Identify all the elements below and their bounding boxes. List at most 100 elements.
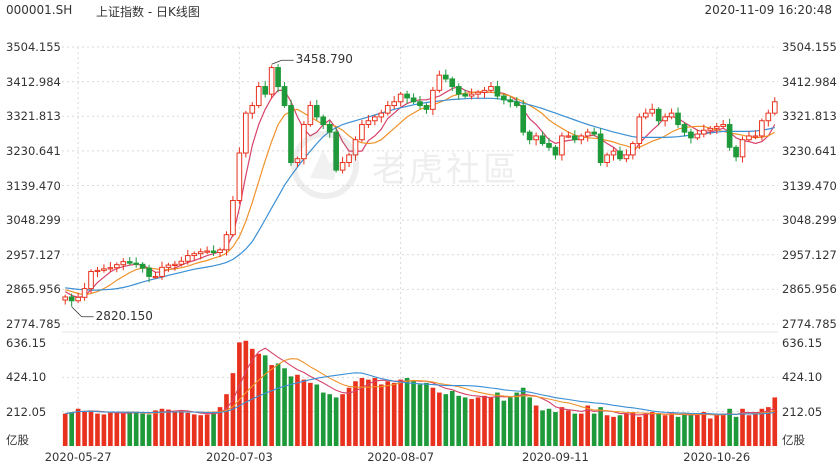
price-tick-right: 3412.984 [782, 74, 837, 89]
volume-bar [275, 363, 281, 446]
volume-bar [320, 392, 326, 446]
volume-bar [108, 412, 113, 446]
volume-bar [507, 397, 513, 446]
watermark: 老虎社區 [290, 130, 560, 200]
volume-bar [437, 392, 442, 446]
candle-body [765, 112, 772, 122]
volume-bar [546, 408, 552, 446]
candle-body [133, 262, 140, 265]
candle-body [475, 91, 481, 95]
volume-bar [301, 379, 307, 446]
volume-bar [424, 382, 429, 446]
volume-bar [211, 411, 216, 446]
volume-bar [82, 411, 87, 446]
candle-body [81, 288, 88, 298]
volume-bar [75, 408, 81, 446]
tiger-logo-icon [291, 131, 359, 199]
volume-bar [759, 408, 765, 446]
price-tick-left: 3321.813 [6, 109, 61, 124]
volume-bar [682, 413, 687, 446]
volume-bar [282, 368, 287, 446]
volume-bar [249, 348, 255, 446]
candle-body [610, 150, 617, 156]
candle-body [436, 74, 443, 91]
volume-bar [443, 394, 449, 446]
candle-body [649, 108, 656, 114]
candle-body [513, 101, 520, 107]
candle-body [507, 99, 514, 103]
volume-bar [617, 415, 623, 446]
candle-body [539, 135, 546, 145]
price-tick-left: 3504.155 [6, 40, 61, 54]
candle-body [752, 135, 759, 138]
volume-bar [559, 407, 565, 446]
candle-body [430, 89, 436, 110]
volume-bar [695, 413, 700, 446]
candle-body [623, 154, 630, 160]
candle-body [546, 143, 552, 148]
volume-bar [366, 379, 371, 446]
candle-body [584, 131, 591, 137]
volume-tick-right: 212.05 [782, 404, 823, 419]
candle-body [365, 120, 372, 126]
volume-bar [475, 397, 481, 446]
price-tick-right: 3321.813 [782, 109, 837, 124]
volume-bar [733, 416, 739, 446]
candle-body [255, 86, 262, 107]
volume-bar [533, 405, 539, 446]
date-tick-label: 2020-08-07 [367, 450, 435, 464]
candle-body [68, 296, 75, 302]
candle-body [417, 101, 423, 107]
volume-bar [198, 415, 204, 446]
candle-body [262, 86, 269, 95]
price-tick-right: 3230.641 [782, 143, 837, 158]
candle-body [662, 116, 668, 122]
volume-bar [327, 394, 333, 446]
volume-bar [553, 411, 558, 446]
volume-bar [636, 416, 642, 446]
candle-body [120, 261, 127, 266]
volume-bar [191, 414, 197, 446]
price-tick-right: 2957.127 [782, 247, 837, 262]
annotation-label: 2820.150 [95, 308, 153, 323]
candle-body [720, 124, 726, 127]
volume-bar [630, 411, 636, 446]
volume-bars [62, 340, 778, 446]
volume-bar [333, 397, 339, 446]
volume-unit-left: 亿股 [6, 433, 29, 447]
date-tick-label: 2020-10-26 [683, 450, 751, 464]
annotation-label: 3458.790 [295, 52, 353, 67]
volume-bar [378, 384, 384, 446]
volume-bar [449, 390, 455, 446]
candle-body [746, 135, 752, 141]
candle-body [62, 296, 69, 301]
candle-body [713, 125, 720, 129]
volume-bar [707, 418, 713, 446]
volume-bar [262, 355, 268, 446]
price-tick-right: 2865.956 [782, 282, 837, 297]
volume-bar [649, 411, 655, 446]
volume-bar [153, 410, 158, 446]
candle-body [197, 251, 204, 255]
volume-bar [69, 411, 74, 446]
candle-body [617, 150, 623, 160]
volume-bar [688, 415, 694, 446]
candle-body [578, 135, 585, 141]
volume-bar [417, 384, 423, 446]
volume-bar [237, 342, 242, 446]
price-tick-left: 2957.127 [6, 247, 61, 262]
candle-body [107, 267, 114, 270]
candle-body [275, 67, 281, 88]
volume-bar [669, 413, 674, 446]
volume-bar [527, 397, 532, 446]
candle-body [668, 112, 675, 118]
volume-bar [140, 413, 145, 446]
volume-tick-left: 636.15 [6, 336, 47, 350]
volume-bar [462, 397, 468, 446]
price-tick-left: 3139.470 [6, 178, 61, 193]
volume-bar [540, 410, 545, 446]
volume-bar [753, 413, 758, 446]
price-tick-left: 3048.299 [6, 213, 61, 228]
candle-body [494, 86, 501, 97]
candle-body [223, 234, 230, 251]
